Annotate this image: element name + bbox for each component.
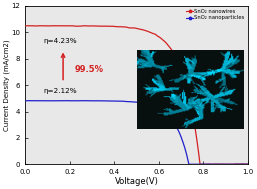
X-axis label: Voltage(V): Voltage(V) — [115, 177, 159, 186]
Text: 99.5%: 99.5% — [74, 65, 103, 74]
Text: η=2.12%: η=2.12% — [43, 88, 77, 94]
Text: η=4.23%: η=4.23% — [43, 38, 77, 44]
Y-axis label: Current Density (mA/cm2): Current Density (mA/cm2) — [4, 39, 10, 131]
Legend: SnO₂ nanowires, SnO₂ nanoparticles: SnO₂ nanowires, SnO₂ nanoparticles — [184, 7, 247, 22]
